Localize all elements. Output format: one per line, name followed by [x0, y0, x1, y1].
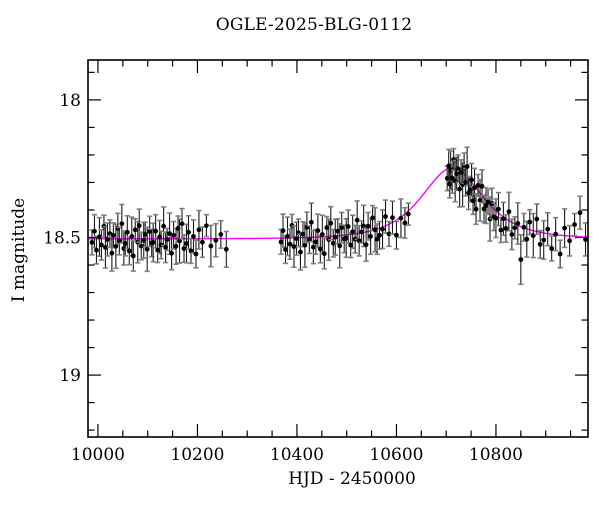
y-tick-label: 19	[59, 366, 81, 386]
x-tick-labels: 10000 10200 10400 10600 10800	[71, 445, 523, 465]
plot-frame	[87, 59, 589, 438]
y-axis-label: I magnitude	[9, 197, 29, 303]
chart-title: OGLE-2025-BLG-0112	[215, 15, 413, 35]
x-axis-label: HJD - 2450000	[288, 469, 416, 489]
x-tick-label: 10600	[369, 445, 423, 465]
x-tick-label: 10000	[71, 445, 125, 465]
x-tick-label: 10400	[270, 445, 324, 465]
x-tick-label: 10200	[170, 445, 224, 465]
y-tick-labels: 18 18.5 19	[43, 91, 81, 386]
axis-ticks	[88, 60, 588, 437]
data-points	[89, 146, 588, 286]
x-tick-label: 10800	[469, 445, 523, 465]
y-tick-label: 18.5	[43, 228, 81, 248]
y-tick-label: 18	[59, 91, 81, 111]
